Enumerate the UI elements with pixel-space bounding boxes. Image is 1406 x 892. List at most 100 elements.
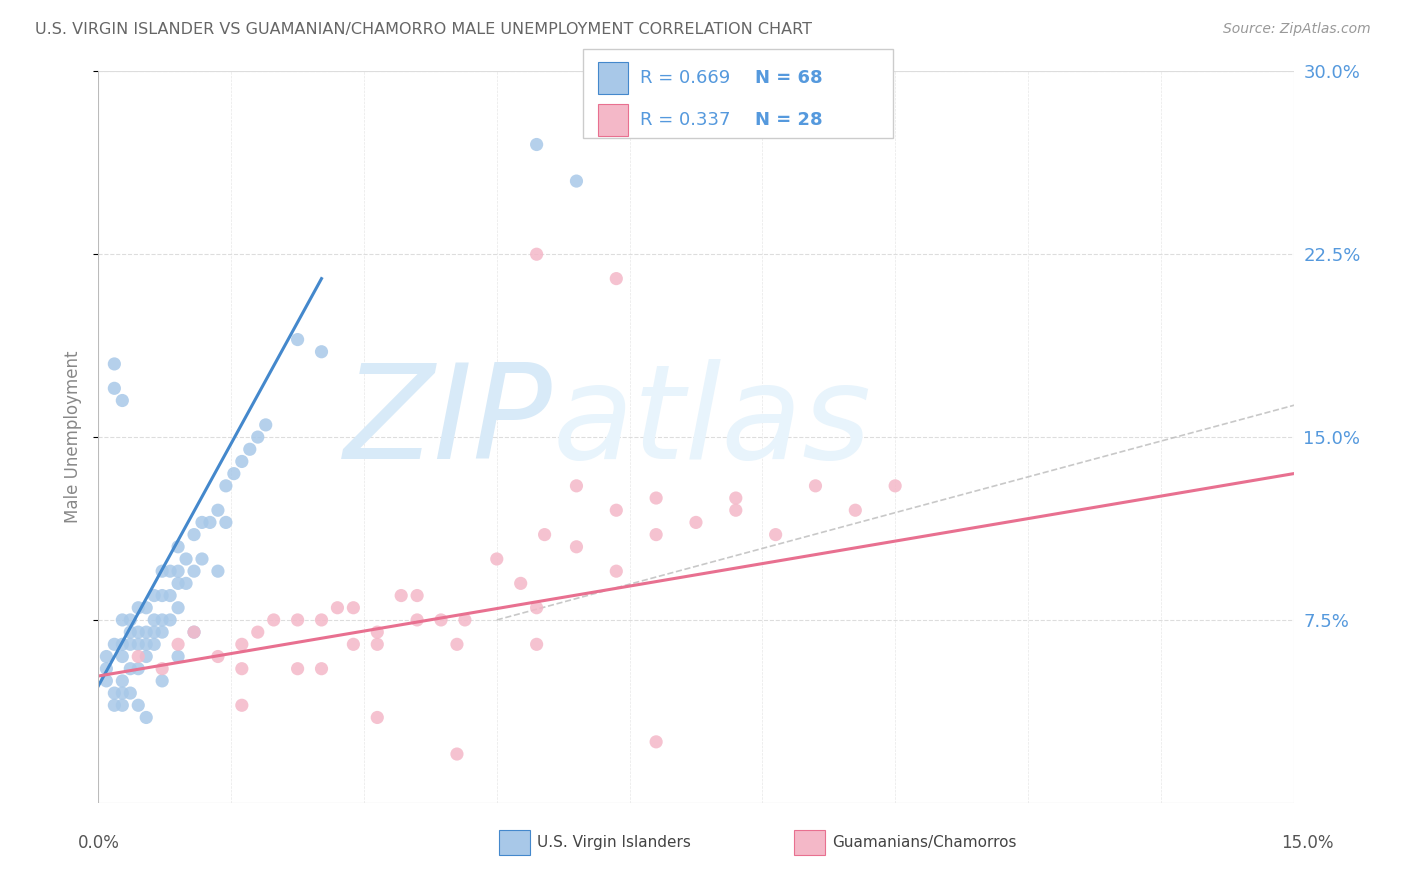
Point xyxy=(207,503,229,517)
Point xyxy=(103,698,125,713)
Point xyxy=(565,540,588,554)
Point xyxy=(96,649,118,664)
Point xyxy=(724,491,747,505)
Point xyxy=(287,333,309,347)
Point xyxy=(127,662,149,676)
Point xyxy=(844,503,866,517)
Point xyxy=(183,625,205,640)
Text: U.S. VIRGIN ISLANDER VS GUAMANIAN/CHAMORRO MALE UNEMPLOYMENT CORRELATION CHART: U.S. VIRGIN ISLANDER VS GUAMANIAN/CHAMOR… xyxy=(35,22,813,37)
Point xyxy=(239,442,262,457)
Point xyxy=(366,710,388,724)
Point xyxy=(287,613,309,627)
Point xyxy=(526,137,548,152)
Point xyxy=(430,613,453,627)
Point xyxy=(120,625,142,640)
Point xyxy=(174,552,197,566)
Text: N = 28: N = 28 xyxy=(755,112,823,129)
Point xyxy=(150,564,173,578)
Point xyxy=(167,600,190,615)
Point xyxy=(183,564,205,578)
Point xyxy=(127,625,149,640)
Point xyxy=(127,698,149,713)
Point xyxy=(287,662,309,676)
Text: Guamanians/Chamorros: Guamanians/Chamorros xyxy=(832,835,1017,849)
Point xyxy=(406,613,429,627)
Point xyxy=(685,516,707,530)
Y-axis label: Male Unemployment: Male Unemployment xyxy=(65,351,83,524)
Point xyxy=(120,662,142,676)
Point xyxy=(111,637,134,651)
Point xyxy=(103,381,125,395)
Point xyxy=(143,613,166,627)
Point xyxy=(389,589,412,603)
Point xyxy=(159,589,181,603)
Point xyxy=(485,552,508,566)
Point xyxy=(533,527,555,541)
Point xyxy=(120,613,142,627)
Point xyxy=(605,564,627,578)
Point xyxy=(231,454,253,468)
Point xyxy=(135,637,157,651)
Point xyxy=(191,552,214,566)
Text: U.S. Virgin Islanders: U.S. Virgin Islanders xyxy=(537,835,690,849)
Point xyxy=(150,662,173,676)
Point xyxy=(183,625,205,640)
Point xyxy=(103,357,125,371)
Point xyxy=(127,649,149,664)
Point xyxy=(263,613,285,627)
Point xyxy=(207,649,229,664)
Point xyxy=(446,637,468,651)
Point xyxy=(159,564,181,578)
Point xyxy=(509,576,531,591)
Point xyxy=(167,576,190,591)
Point xyxy=(454,613,477,627)
Point xyxy=(111,673,134,688)
Point xyxy=(246,430,269,444)
Point xyxy=(150,625,173,640)
Text: atlas: atlas xyxy=(553,359,872,486)
Point xyxy=(246,625,269,640)
Point xyxy=(645,735,668,749)
Text: R = 0.337: R = 0.337 xyxy=(640,112,730,129)
Point xyxy=(103,637,125,651)
Point xyxy=(526,637,548,651)
Point xyxy=(191,516,214,530)
Point xyxy=(135,649,157,664)
Point xyxy=(231,698,253,713)
Point xyxy=(366,637,388,651)
Point xyxy=(150,673,173,688)
Point xyxy=(215,516,238,530)
Point xyxy=(159,613,181,627)
Text: Source: ZipAtlas.com: Source: ZipAtlas.com xyxy=(1223,22,1371,37)
Point xyxy=(135,600,157,615)
Point xyxy=(884,479,907,493)
Point xyxy=(645,527,668,541)
Point xyxy=(120,686,142,700)
Point xyxy=(111,613,134,627)
Text: 15.0%: 15.0% xyxy=(1281,834,1334,852)
Point xyxy=(167,649,190,664)
Point xyxy=(342,600,364,615)
Point xyxy=(231,637,253,651)
Point xyxy=(342,637,364,651)
Point xyxy=(167,564,190,578)
Point xyxy=(565,174,588,188)
Point xyxy=(198,516,221,530)
Point xyxy=(111,686,134,700)
Point xyxy=(231,662,253,676)
Point xyxy=(135,710,157,724)
Point xyxy=(406,589,429,603)
Point xyxy=(254,417,277,432)
Point xyxy=(724,503,747,517)
Point xyxy=(143,637,166,651)
Point xyxy=(222,467,245,481)
Point xyxy=(150,589,173,603)
Point xyxy=(103,686,125,700)
Point xyxy=(183,527,205,541)
Point xyxy=(565,479,588,493)
Point xyxy=(207,564,229,578)
Point xyxy=(150,613,173,627)
Point xyxy=(111,698,134,713)
Point xyxy=(167,540,190,554)
Point xyxy=(143,625,166,640)
